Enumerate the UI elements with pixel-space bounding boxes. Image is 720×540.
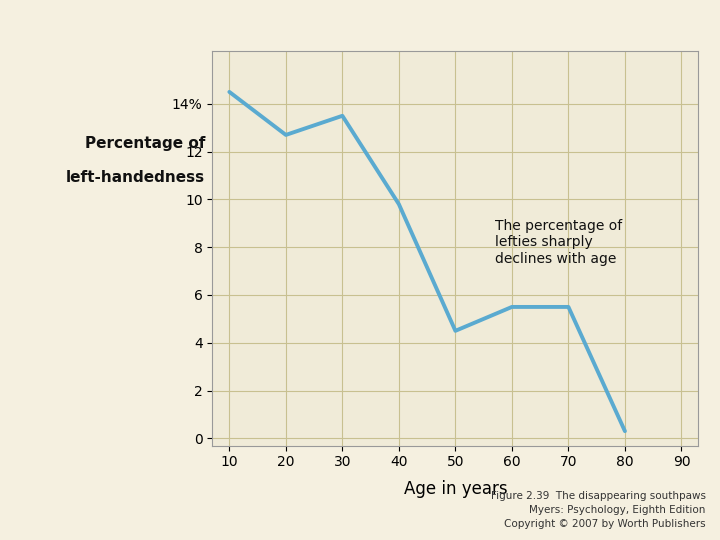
Text: Figure 2.39  The disappearing southpaws
Myers: Psychology, Eighth Edition
Copyri: Figure 2.39 The disappearing southpaws M… [490,491,706,529]
Text: left-handedness: left-handedness [66,170,205,185]
Text: The percentage of
lefties sharply
declines with age: The percentage of lefties sharply declin… [495,219,622,266]
Text: Percentage of: Percentage of [85,136,205,151]
X-axis label: Age in years: Age in years [404,481,507,498]
